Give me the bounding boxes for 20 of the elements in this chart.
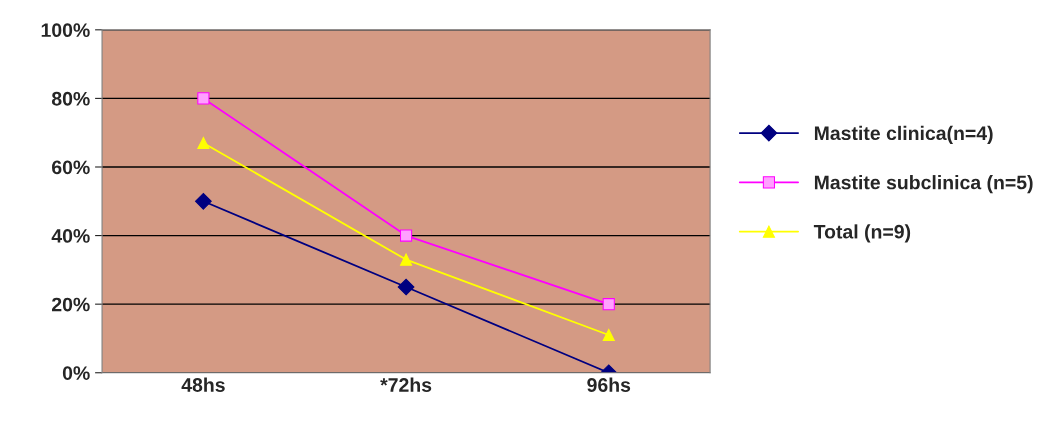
- y-tick-label: 0%: [62, 366, 90, 380]
- point: [197, 136, 210, 150]
- y-tick-label: 80%: [51, 91, 90, 106]
- point: [195, 192, 212, 210]
- x-tick-label: 96hs: [587, 377, 631, 392]
- y-tick-label: 100%: [41, 23, 90, 38]
- y-tick-label: 60%: [52, 160, 90, 175]
- legend-label: Mastite subclinica (n=5): [814, 175, 1033, 194]
- point: [602, 328, 615, 342]
- x-tick-label: 48hs: [181, 377, 225, 392]
- x-tick-label: *72hs: [380, 377, 432, 392]
- point: [602, 298, 615, 311]
- legend-label: Total (n=9): [813, 224, 911, 243]
- y-tick-label: 40%: [51, 229, 90, 243]
- point: [197, 92, 210, 105]
- y-tick-label: 20%: [52, 297, 90, 312]
- point: [400, 229, 413, 242]
- point: [397, 278, 415, 296]
- legend-label: Mastite clinica(n=4): [814, 125, 993, 144]
- point: [400, 253, 413, 266]
